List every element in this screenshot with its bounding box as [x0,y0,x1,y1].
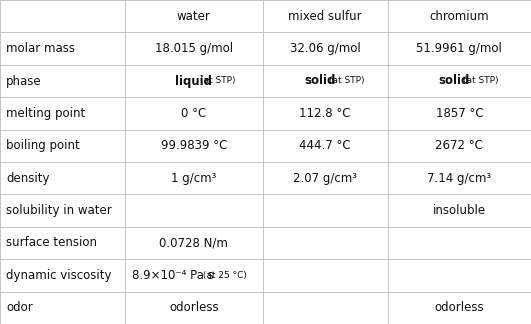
Text: (at STP): (at STP) [463,76,498,86]
Text: surface tension: surface tension [6,237,97,249]
Text: 32.06 g/mol: 32.06 g/mol [290,42,361,55]
Text: 1857 °C: 1857 °C [435,107,483,120]
Text: chromium: chromium [430,10,489,23]
Text: 0.0728 N/m: 0.0728 N/m [159,237,228,249]
Text: boiling point: boiling point [6,139,80,152]
Text: (at 25 °C): (at 25 °C) [200,271,246,280]
Text: 112.8 °C: 112.8 °C [299,107,351,120]
Text: mixed sulfur: mixed sulfur [288,10,362,23]
Text: odor: odor [6,301,33,314]
Text: 99.9839 °C: 99.9839 °C [160,139,227,152]
Text: molar mass: molar mass [6,42,75,55]
Text: solubility in water: solubility in water [6,204,112,217]
Text: odorless: odorless [169,301,219,314]
Text: dynamic viscosity: dynamic viscosity [6,269,112,282]
Text: 8.9×10⁻⁴ Pa s: 8.9×10⁻⁴ Pa s [132,269,213,282]
Text: (at STP): (at STP) [329,76,364,86]
Text: (at STP): (at STP) [200,76,235,86]
Text: liquid: liquid [175,75,212,87]
Text: 18.015 g/mol: 18.015 g/mol [155,42,233,55]
Text: 2672 °C: 2672 °C [435,139,483,152]
Text: 7.14 g/cm³: 7.14 g/cm³ [427,172,491,185]
Text: insoluble: insoluble [433,204,486,217]
Text: solid: solid [438,75,470,87]
Text: 444.7 °C: 444.7 °C [299,139,351,152]
Text: solid: solid [304,75,336,87]
Text: phase: phase [6,75,42,87]
Text: 51.9961 g/mol: 51.9961 g/mol [416,42,502,55]
Text: melting point: melting point [6,107,85,120]
Text: water: water [177,10,211,23]
Text: 2.07 g/cm³: 2.07 g/cm³ [293,172,357,185]
Text: density: density [6,172,50,185]
Text: 0 °C: 0 °C [181,107,207,120]
Text: 1 g/cm³: 1 g/cm³ [171,172,217,185]
Text: odorless: odorless [434,301,484,314]
